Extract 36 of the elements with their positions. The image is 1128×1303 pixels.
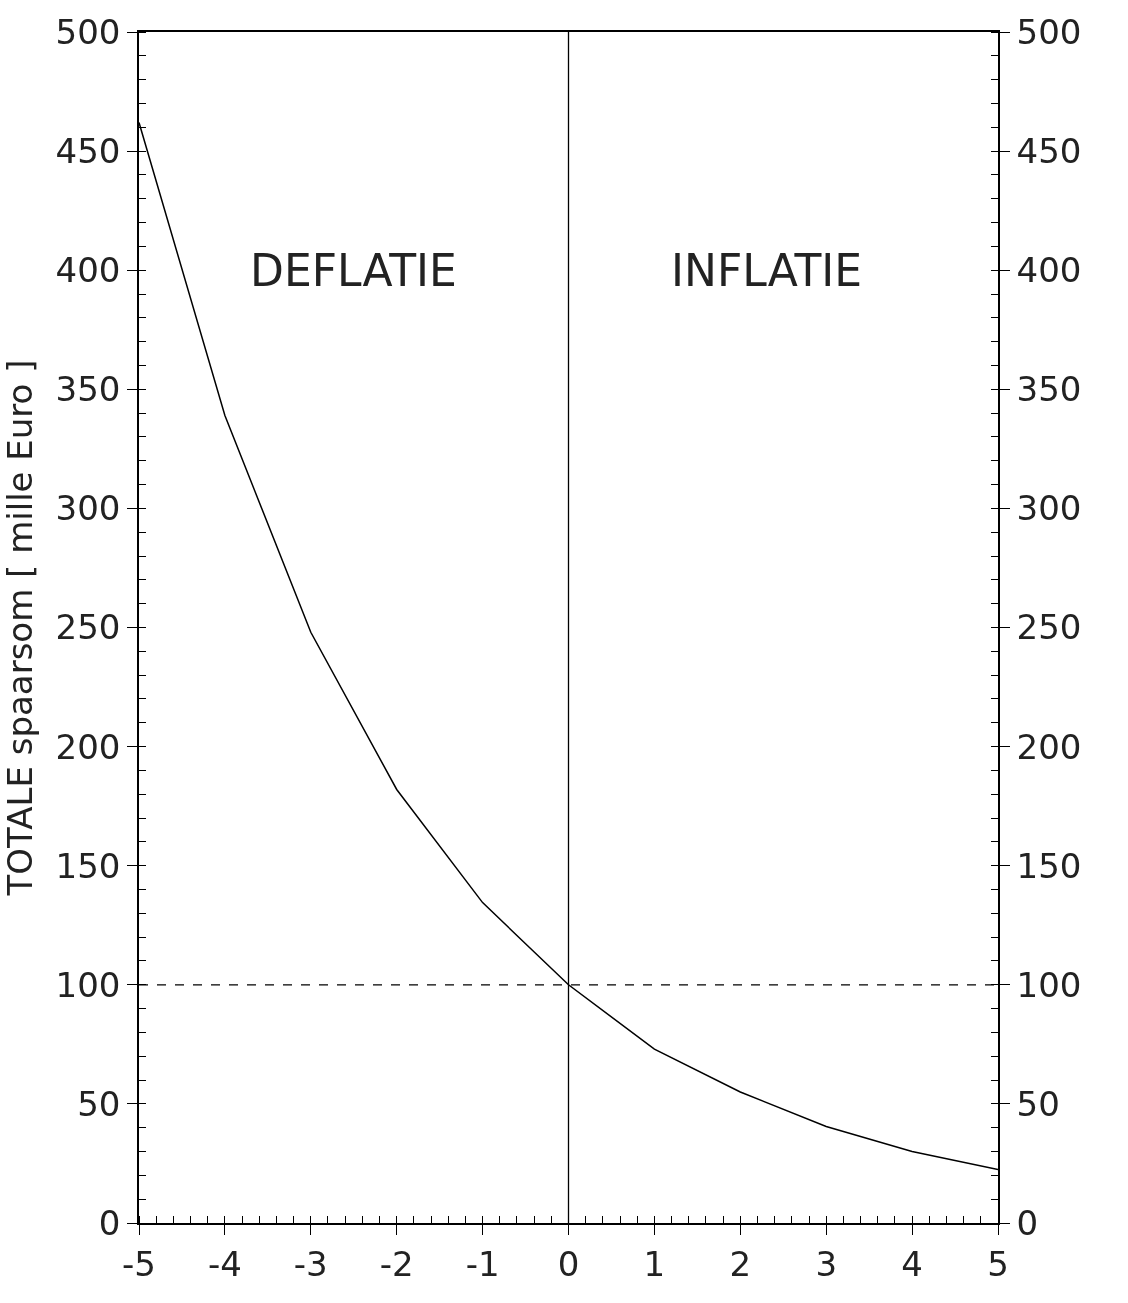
y2-tick-label: 500 [1016,11,1082,52]
y2-tick-label: 300 [1016,488,1082,529]
x-tick-label: -1 [465,1243,500,1284]
x-tick-label: 1 [643,1243,666,1284]
x-tick-label: 2 [729,1243,752,1284]
x-tick-label: 0 [557,1243,580,1284]
y-tick-label: 350 [55,369,121,410]
y2-tick-label: 150 [1016,845,1082,886]
x-tick-label: -2 [379,1243,414,1284]
y2-tick-label: 200 [1016,726,1082,767]
x-tick-label: 3 [815,1243,838,1284]
y-tick-label: 500 [55,11,121,52]
y-tick-label: 50 [77,1083,121,1124]
annotation: INFLATIE [671,245,863,296]
y-tick-label: 0 [98,1202,121,1243]
y2-tick-label: 400 [1016,250,1082,291]
x-tick-label: 4 [901,1243,923,1284]
y-tick-label: 100 [55,964,121,1005]
y-tick-label: 400 [55,250,121,291]
y-axis-title: TOTALE spaarsom [ mille Euro ] [0,359,40,897]
y-tick-label: 150 [55,845,121,886]
y2-tick-label: 50 [1016,1083,1060,1124]
y-tick-label: 200 [55,726,121,767]
annotation: DEFLATIE [250,245,457,296]
y2-tick-label: 350 [1016,369,1082,410]
y2-tick-label: 100 [1016,964,1082,1005]
y-tick-label: 300 [55,488,121,529]
y-tick-label: 450 [55,131,121,171]
y2-tick-label: 250 [1016,607,1082,648]
x-tick-label: 5 [987,1243,1009,1284]
y2-tick-label: 450 [1016,131,1082,171]
x-tick-label: -3 [293,1243,328,1284]
y2-tick-label: 0 [1016,1202,1039,1243]
y-tick-label: 250 [55,607,121,648]
x-tick-label: -4 [207,1243,242,1284]
x-tick-label: -5 [122,1243,156,1284]
